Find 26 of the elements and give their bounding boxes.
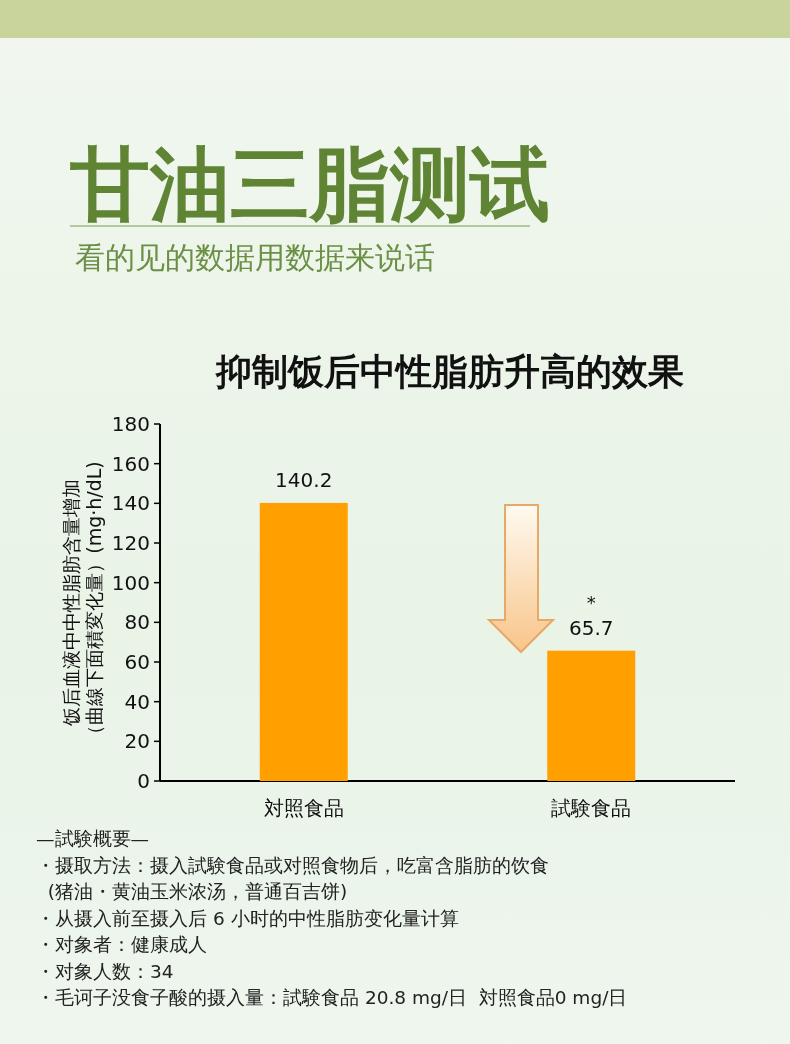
data-label: 140.2 (275, 467, 333, 492)
x-tick-label: 対照食品 (263, 796, 344, 820)
x-tick-label: 試験食品 (551, 796, 632, 820)
y-tick-label: 180 (111, 412, 150, 436)
text: (猪油・黄油玉米浓汤，普通百吉饼) (36, 881, 348, 902)
y-tick-label: 80 (124, 610, 150, 635)
text: —試験概要— (36, 828, 149, 849)
text: ・对象人数：34 (36, 960, 174, 982)
y-tick-label: 140 (111, 491, 150, 516)
text: 抑制饭后中性脂肪升高的效果 (215, 351, 684, 392)
chart-subtitle: 看的见的数据用数据来说话 (75, 240, 435, 275)
y-tick-label: 100 (111, 570, 150, 595)
y-axis-title: 饭后血液中中性脂肪含量增加（曲線下面積変化量）(mg·h/dL) (60, 461, 105, 744)
y-tick-label: 120 (111, 531, 150, 555)
chart-title: 甘油三脂测试 (69, 138, 550, 231)
y-tick-label: 60 (124, 650, 150, 674)
y-tick-label: 0 (137, 769, 150, 793)
y-tick-label: 160 (111, 451, 150, 476)
text: ・对象者：健康成人 (36, 934, 207, 955)
y-tick-label: 20 (124, 729, 150, 754)
data-label: 65.7 (568, 615, 614, 640)
y-tick-label: 40 (124, 689, 150, 714)
text: ・毛诃子没食子酸的摄入量：試験食品 20.8 mg/日 対照食品0 mg/日 (36, 987, 628, 1008)
text: ・摄取方法：摄入試験食品或对照食物后，吃富含脂肪的饮食 (36, 854, 549, 876)
annotation: * (586, 591, 596, 613)
text: ・从摄入前至摄入后 6 小时的中性脂肪变化量计算 (36, 907, 459, 929)
